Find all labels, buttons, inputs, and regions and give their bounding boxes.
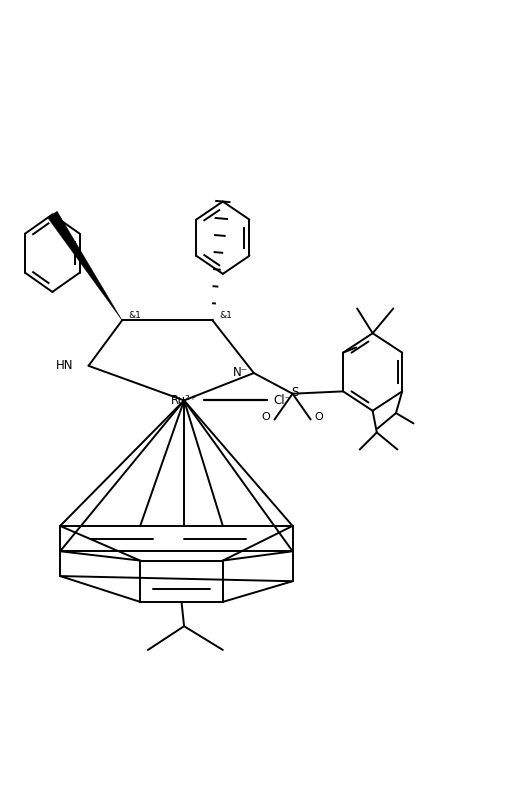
Text: N⁻: N⁻ xyxy=(233,365,248,379)
Text: &1: &1 xyxy=(128,310,141,320)
Text: Ru²⁺: Ru²⁺ xyxy=(171,394,197,407)
Text: S: S xyxy=(292,386,299,399)
Text: Cl⁻: Cl⁻ xyxy=(274,394,291,407)
Polygon shape xyxy=(48,211,122,320)
Text: &1: &1 xyxy=(219,310,232,320)
Text: O: O xyxy=(262,412,270,422)
Text: O: O xyxy=(314,412,323,422)
Text: HN: HN xyxy=(55,359,73,372)
